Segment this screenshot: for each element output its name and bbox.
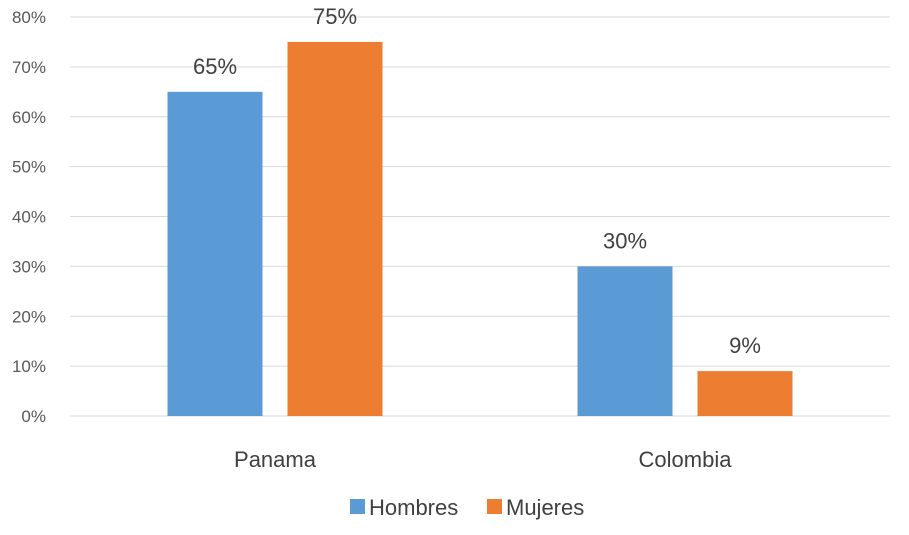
legend-label-hombres: Hombres bbox=[369, 495, 458, 520]
category-label: Panama bbox=[234, 447, 317, 472]
legend-swatch-hombres bbox=[350, 499, 365, 514]
data-label: 30% bbox=[603, 228, 647, 253]
y-tick-label: 80% bbox=[12, 8, 46, 27]
category-label: Colombia bbox=[639, 447, 733, 472]
y-tick-label: 10% bbox=[12, 357, 46, 376]
y-tick-label: 40% bbox=[12, 208, 46, 227]
y-axis: 0% 10% 20% 30% 40% 50% 60% 70% 80% bbox=[12, 8, 46, 426]
y-tick-label: 30% bbox=[12, 257, 46, 276]
data-label: 9% bbox=[729, 333, 761, 358]
bar-mujeres-colombia bbox=[697, 371, 793, 416]
legend: Hombres Mujeres bbox=[350, 495, 584, 520]
data-label: 75% bbox=[313, 4, 357, 29]
y-tick-label: 70% bbox=[12, 58, 46, 77]
y-tick-label: 60% bbox=[12, 108, 46, 127]
data-labels: 65% 75% 30% 9% bbox=[193, 4, 761, 358]
x-axis: Panama Colombia bbox=[234, 447, 732, 472]
legend-swatch-mujeres bbox=[487, 499, 502, 514]
y-tick-label: 20% bbox=[12, 307, 46, 326]
data-label: 65% bbox=[193, 54, 237, 79]
bar-mujeres-panama bbox=[287, 41, 383, 416]
bar-hombres-colombia bbox=[577, 266, 673, 416]
legend-label-mujeres: Mujeres bbox=[506, 495, 584, 520]
bar-hombres-panama bbox=[167, 91, 263, 416]
y-tick-label: 50% bbox=[12, 158, 46, 177]
y-tick-label: 0% bbox=[21, 407, 46, 426]
bars bbox=[167, 41, 793, 416]
